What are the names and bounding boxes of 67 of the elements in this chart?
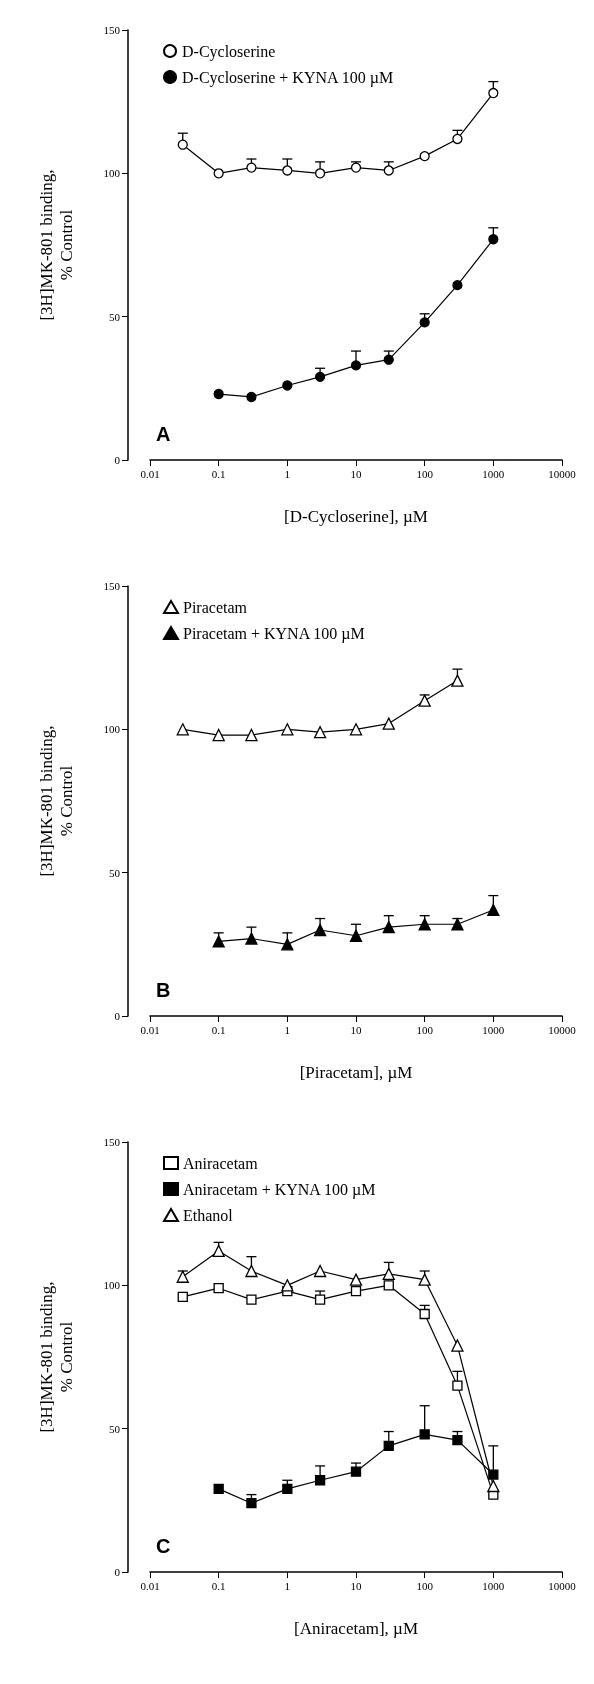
legend-label: D-Cycloserine (182, 42, 276, 61)
x-tick-label: 10000 (548, 1023, 577, 1036)
y-axis-title: [3H]MK-801 binding, % Control (36, 169, 76, 321)
point (383, 1280, 394, 1291)
legend-label: Piracetam + KYNA 100 µM (183, 624, 365, 643)
legend-label: Aniracetam (183, 1154, 259, 1172)
x-tick-label: 1 (284, 1579, 291, 1592)
x-tick-label: 10 (350, 467, 362, 480)
point (212, 1244, 225, 1258)
legend-label: Aniracetam + KYNA 100 µM (183, 1180, 376, 1199)
y-tick-label: 50 (109, 866, 121, 879)
x-tick-label: 100 (416, 1579, 434, 1592)
point (418, 1273, 431, 1286)
point (246, 1294, 257, 1305)
point (313, 1264, 327, 1278)
annotation: C (156, 1535, 171, 1557)
x-tick-label: 10000 (548, 1579, 577, 1592)
annotation: A (156, 423, 171, 445)
x-tick-label: 10 (350, 1023, 362, 1036)
x-axis-title: [Piracetam], µM (299, 1063, 413, 1082)
point (349, 1273, 363, 1286)
y-tick-label: 0 (114, 454, 121, 466)
point (487, 1479, 500, 1493)
y-tick-label: 0 (114, 1566, 121, 1578)
x-tick-label: 0.1 (211, 1023, 226, 1036)
x-tick-label: 1000 (482, 1579, 505, 1592)
x-tick-label: 0.1 (211, 467, 226, 480)
y-tick-label: 50 (109, 310, 121, 323)
legend-label: Piracetam (183, 598, 248, 616)
x-tick-label: 0.01 (140, 1023, 160, 1036)
y-tick-label: 100 (103, 167, 121, 180)
annotation: B (156, 979, 171, 1001)
x-tick-label: 1000 (482, 467, 505, 480)
legend-label: Ethanol (183, 1206, 234, 1224)
y-tick-label: 50 (109, 1422, 121, 1435)
x-tick-label: 0.1 (211, 1579, 226, 1592)
x-tick-label: 100 (416, 1023, 434, 1036)
x-tick-label: 10000 (548, 467, 577, 480)
x-axis-title: [Aniracetam], µM (293, 1619, 419, 1638)
point (213, 1283, 224, 1294)
x-tick-label: 1000 (482, 1023, 505, 1036)
point (245, 1264, 258, 1278)
point (281, 1279, 294, 1292)
x-tick-label: 10 (350, 1579, 362, 1592)
x-tick-label: 100 (416, 467, 434, 480)
y-axis-title: [3H]MK-801 binding, % Control (36, 725, 76, 877)
legend-label: D-Cycloserine + KYNA 100 µM (182, 68, 394, 87)
x-tick-label: 1 (284, 1023, 291, 1036)
y-tick-label: 150 (103, 1136, 121, 1148)
point (451, 1339, 464, 1352)
y-axis-title: [3H]MK-801 binding, % Control (36, 1281, 76, 1433)
point (419, 1308, 430, 1320)
y-tick-label: 150 (103, 580, 121, 592)
y-tick-label: 0 (114, 1010, 121, 1022)
x-tick-label: 1 (284, 467, 291, 480)
point (177, 1291, 188, 1302)
point (176, 1270, 189, 1283)
point (452, 1380, 463, 1391)
x-axis-title: [D-Cycloserine], µM (284, 507, 428, 526)
x-tick-label: 0.01 (140, 1579, 160, 1592)
y-tick-label: 100 (103, 723, 121, 736)
x-tick-label: 0.01 (140, 467, 160, 480)
point (382, 1267, 395, 1281)
point (314, 1294, 326, 1305)
y-tick-label: 100 (103, 1279, 121, 1292)
point (350, 1285, 362, 1297)
y-tick-label: 150 (103, 24, 121, 36)
